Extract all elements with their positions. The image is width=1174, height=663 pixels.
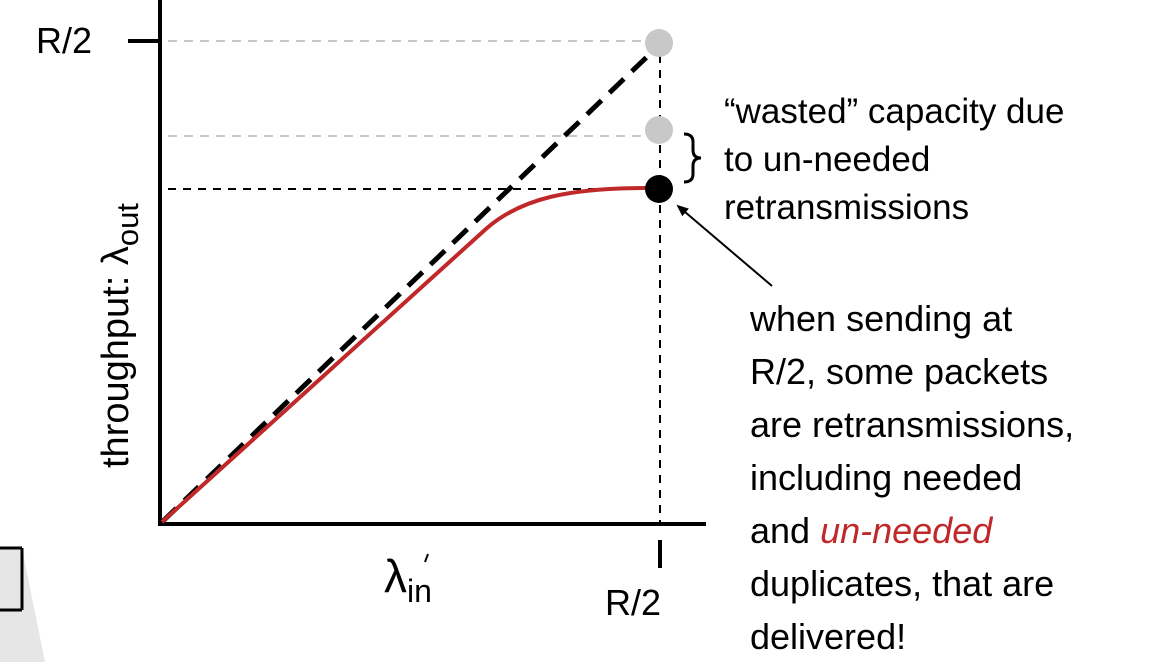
retransmission-note: when sending at R/2, some packets are re… xyxy=(750,292,1170,663)
x-axis-label-main: λ xyxy=(384,550,407,602)
y-axis-label-subscript: out xyxy=(110,203,145,246)
main-note-line-4: including needed xyxy=(750,457,1023,498)
actual-throughput-marker xyxy=(645,175,673,203)
wasted-capacity-marker xyxy=(645,116,673,144)
throughput-curve xyxy=(160,186,647,524)
y-tick-label: R/2 xyxy=(36,20,92,61)
wasted-note-line-2: to un-needed xyxy=(724,140,931,179)
ideal-throughput-line xyxy=(160,50,654,524)
main-note-line-3: are retransmissions, xyxy=(750,404,1075,445)
x-axis-label: λin xyxy=(384,550,432,609)
main-note-line-2: R/2, some packets xyxy=(750,351,1049,392)
x-axis-label-prime xyxy=(424,553,429,563)
main-note-line-7: delivered! xyxy=(750,616,907,657)
annotation-arrow xyxy=(676,204,773,287)
un-needed-emphasis: un-needed xyxy=(820,510,993,551)
main-note-line-5-prefix: and xyxy=(750,510,821,551)
wasted-capacity-bracket xyxy=(683,132,702,184)
wasted-note-line-1: “wasted” capacity due xyxy=(724,92,1065,131)
wasted-capacity-note: “wasted” capacity due to un-needed retra… xyxy=(724,88,1154,232)
y-axis-label-main: throughput: λ xyxy=(95,246,137,468)
y-axis-label: throughput: λout xyxy=(95,203,145,468)
wasted-note-line-3: retransmissions xyxy=(724,188,970,227)
x-axis-label-subscript: in xyxy=(407,573,432,609)
x-tick-label: R/2 xyxy=(605,582,661,623)
ideal-max-marker xyxy=(645,29,673,57)
main-note-line-6: duplicates, that are xyxy=(750,563,1055,604)
main-note-line-5: and un-needed xyxy=(750,504,1170,557)
main-note-line-1: when sending at xyxy=(750,298,1013,339)
corner-fragment xyxy=(0,546,45,662)
